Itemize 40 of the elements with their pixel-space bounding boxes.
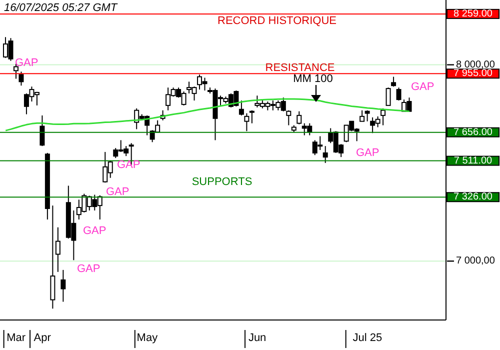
x-tick-label: May (136, 332, 158, 344)
candlestick (18, 71, 24, 86)
candlestick (322, 146, 328, 164)
candlestick (55, 226, 60, 272)
candlestick (396, 87, 402, 102)
candlestick (391, 76, 396, 88)
annotation: GAP (106, 186, 130, 198)
x-tick-label: Mar (6, 332, 26, 344)
candlestick (50, 205, 56, 310)
annotation: GAP (83, 225, 106, 237)
y-tick-label: 8 000,00 (456, 59, 496, 70)
ref-line-label: 7 511.00 (454, 155, 493, 166)
candlestick (249, 110, 254, 124)
candlestick (286, 110, 292, 126)
annotation: SUPPORTS (192, 176, 252, 188)
annotation: GAP (356, 147, 380, 159)
candlestick (244, 112, 250, 132)
x-tick-label: Jun (248, 332, 266, 344)
y-tick-label: 7 000,00 (456, 256, 496, 267)
annotation: RESISTANCE (265, 62, 335, 74)
ref-line-label: 7 656.00 (454, 126, 493, 138)
annotation: GAP (117, 159, 140, 171)
ref-line-label: 7 326.00 (454, 192, 493, 203)
annotation: GAP (77, 263, 100, 275)
series-label: MM 100 (293, 73, 333, 85)
ref-line-label: 7 955.00 (454, 68, 493, 80)
candlestick (364, 110, 370, 122)
annotation: GAP (411, 81, 434, 93)
candlestick (386, 87, 391, 106)
x-tick-label: Apr (34, 332, 52, 344)
candlestick (238, 100, 244, 116)
chart-title: 16/07/2025 05:27 GMT (4, 2, 118, 14)
candlestick (60, 269, 66, 302)
candlestick (296, 110, 302, 125)
ref-line-label: 8 259.00 (454, 8, 493, 20)
annotation: RECORD HISTORIQUE (218, 15, 336, 27)
annotation: GAP (15, 57, 38, 69)
candlestick (360, 110, 365, 122)
candlestick (40, 114, 45, 147)
x-tick-label: Jul 25 (352, 332, 382, 344)
